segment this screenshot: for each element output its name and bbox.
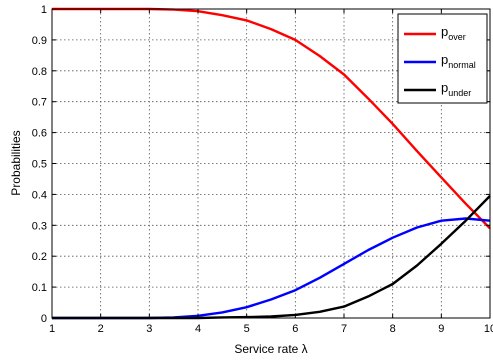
y-tick-label: 0.5 [32,159,47,171]
x-tick-label: 3 [146,323,152,335]
legend-subscript: normal [448,60,476,70]
x-tick-label: 8 [390,323,396,335]
y-axis-label: Probabilities [9,130,23,195]
y-tick-label: 0.9 [32,35,47,47]
ticks: 1 2 3 4 5 6 7 8 9 10 0 0.1 0.2 0.3 0.4 0.5 0.6 0.7 0.8 0.9 1 [32,4,493,335]
x-tick-label: 5 [244,323,250,335]
y-tick-label: 0.4 [32,189,47,201]
x-tick-label: 1 [49,323,55,335]
x-tick-label: 10 [484,323,493,335]
x-tick-label: 2 [98,323,104,335]
x-tick-label: 4 [195,323,201,335]
x-tick-label: 6 [292,323,298,335]
axis-labels: Service rate λ Probabilities [9,130,308,356]
y-tick-label: 0.7 [32,97,47,109]
x-tick-label: 7 [341,323,347,335]
legend-subscript: under [448,88,471,98]
x-tick-label: 9 [438,323,444,335]
y-tick-label: 0.2 [32,251,47,263]
y-tick-label: 0.1 [32,282,47,294]
x-axis-label: Service rate λ [234,342,307,356]
y-tick-label: 0.8 [32,66,47,78]
y-tick-label: 0 [41,313,47,325]
y-tick-label: 1 [41,4,47,16]
legend-subscript: over [448,32,466,42]
legend-box [397,13,488,104]
y-tick-label: 0.6 [32,128,47,140]
y-tick-label: 0.3 [32,220,47,232]
